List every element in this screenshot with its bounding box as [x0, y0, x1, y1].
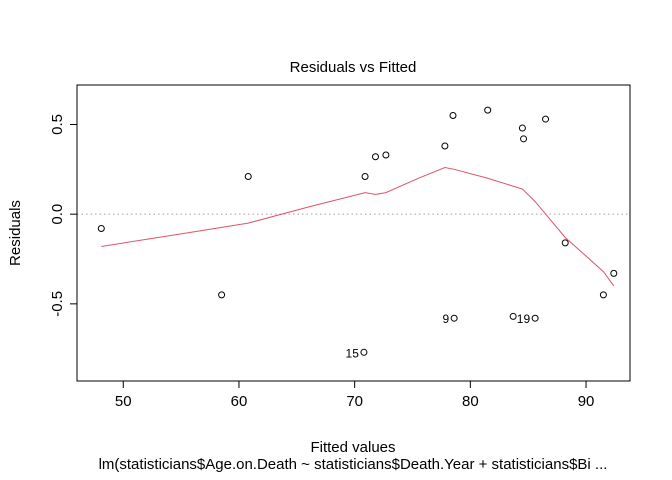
data-point [382, 151, 390, 159]
x-tick-label: 70 [346, 393, 363, 410]
y-axis: -0.5 0.0 0.5 [49, 114, 78, 317]
chart-subtitle: lm(statisticians$Age.on.Death ~ statisti… [99, 456, 608, 473]
data-point [218, 291, 226, 299]
data-point [542, 115, 550, 123]
data-point [610, 269, 618, 277]
data-point [449, 111, 457, 119]
data-point [371, 153, 379, 161]
data-point [97, 225, 105, 233]
point-label: 19 [517, 312, 531, 326]
point-label: 15 [346, 346, 360, 360]
data-point [518, 124, 526, 132]
smooth-line [101, 167, 615, 287]
x-tick-label: 90 [578, 393, 595, 410]
data-point [599, 291, 607, 299]
data-point [520, 135, 528, 143]
data-point [450, 314, 458, 322]
x-axis: 50 60 70 80 90 [115, 380, 595, 410]
data-point [561, 239, 569, 247]
chart-title: Residuals vs Fitted [290, 59, 417, 76]
data-point [509, 312, 517, 320]
x-axis-label: Fitted values [310, 439, 395, 456]
y-tick-label: -0.5 [49, 291, 66, 317]
y-tick-label: 0.5 [49, 114, 66, 135]
data-point [361, 172, 369, 180]
data-point [441, 142, 449, 150]
smooth-line-layer [101, 167, 615, 287]
y-axis-label: Residuals [7, 200, 24, 266]
x-tick-label: 50 [115, 393, 132, 410]
points-layer: 15 9 19 [97, 106, 618, 360]
x-tick-label: 80 [462, 393, 479, 410]
point-label: 9 [442, 312, 449, 326]
data-point [360, 348, 368, 356]
data-point [484, 106, 492, 114]
plot-frame [76, 84, 631, 382]
data-point [531, 314, 539, 322]
y-tick-label: 0.0 [49, 204, 66, 225]
x-tick-label: 60 [231, 393, 248, 410]
data-point [244, 172, 252, 180]
